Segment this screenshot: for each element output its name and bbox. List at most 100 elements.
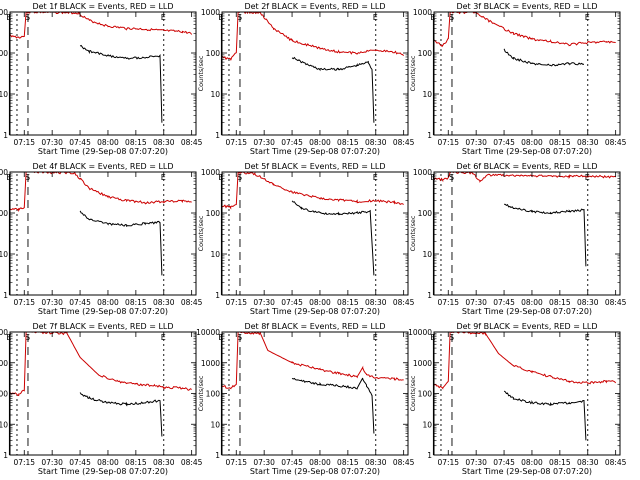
x-tick-label: 07:15 bbox=[225, 298, 247, 307]
lld-rate-line bbox=[222, 172, 404, 210]
marker-label: S bbox=[237, 13, 242, 22]
y-tick-label: 10 bbox=[0, 250, 8, 259]
x-tick-label: 08:00 bbox=[309, 298, 331, 307]
marker-label: E bbox=[218, 173, 223, 182]
x-tick-label: 08:15 bbox=[549, 458, 571, 467]
x-tick-label: 08:15 bbox=[549, 298, 571, 307]
x-axis-label: Start Time (29-Sep-08 07:07:20) bbox=[38, 467, 168, 476]
y-axis-label: Counts/sec bbox=[197, 55, 205, 91]
marker-label: E bbox=[373, 13, 378, 22]
y-tick-label: 10 bbox=[210, 90, 220, 99]
x-tick-label: 08:45 bbox=[393, 458, 415, 467]
y-tick-label: 10000 bbox=[408, 328, 432, 337]
marker-label: E bbox=[430, 13, 435, 22]
plot-title: Det 1f BLACK = Events, RED = LLD bbox=[32, 2, 173, 11]
y-tick-label: 1 bbox=[427, 131, 432, 140]
y-tick-label: 10000 bbox=[0, 328, 8, 337]
lld-rate-line bbox=[10, 12, 193, 39]
y-tick-label: 100 bbox=[418, 209, 433, 218]
y-tick-label: 1 bbox=[3, 291, 8, 300]
y-tick-label: 100 bbox=[418, 49, 433, 58]
x-tick-label: 08:30 bbox=[365, 458, 387, 467]
x-tick-label: 07:45 bbox=[69, 458, 91, 467]
x-tick-label: 07:45 bbox=[493, 298, 515, 307]
x-axis-label: Start Time (29-Sep-08 07:07:20) bbox=[250, 307, 380, 316]
marker-label: E bbox=[585, 333, 590, 342]
event-rate-line bbox=[79, 392, 163, 437]
x-tick-label: 08:30 bbox=[577, 458, 599, 467]
x-tick-label: 08:30 bbox=[577, 298, 599, 307]
x-tick-label: 08:15 bbox=[125, 138, 147, 147]
x-axis-label: Start Time (29-Sep-08 07:07:20) bbox=[462, 467, 592, 476]
y-tick-label: 1 bbox=[215, 131, 220, 140]
x-axis-label: Start Time (29-Sep-08 07:07:20) bbox=[462, 147, 592, 156]
lld-rate-line bbox=[222, 12, 405, 61]
x-tick-label: 08:15 bbox=[125, 458, 147, 467]
marker-label: S bbox=[449, 173, 454, 182]
x-tick-label: 07:30 bbox=[253, 298, 275, 307]
x-tick-label: 07:30 bbox=[253, 138, 275, 147]
x-tick-label: 07:30 bbox=[465, 458, 487, 467]
detector-plot: Det 6f BLACK = Events, RED = LLD E S E 1 10 10… bbox=[409, 162, 627, 316]
plot-frame bbox=[221, 11, 409, 136]
x-tick-label: 08:30 bbox=[153, 458, 175, 467]
plot-title: Det 3f BLACK = Events, RED = LLD bbox=[456, 2, 597, 11]
marker-label: S bbox=[449, 13, 454, 22]
plot-title: Det 7f BLACK = Events, RED = LLD bbox=[32, 322, 173, 331]
y-tick-label: 1 bbox=[3, 451, 8, 460]
x-tick-label: 08:30 bbox=[153, 298, 175, 307]
y-tick-label: 1000 bbox=[413, 359, 432, 368]
x-tick-label: 07:15 bbox=[225, 458, 247, 467]
plot-frame bbox=[9, 11, 197, 136]
x-tick-label: 08:15 bbox=[549, 138, 571, 147]
detector-plot: Det 8f BLACK = Events, RED = LLD E S E 1 10 10… bbox=[196, 322, 415, 476]
event-rate-line bbox=[79, 44, 163, 123]
marker-label: E bbox=[6, 333, 11, 342]
x-tick-label: 07:45 bbox=[69, 138, 91, 147]
y-tick-label: 10 bbox=[210, 420, 220, 429]
x-tick-label: 08:45 bbox=[181, 458, 203, 467]
event-rate-line bbox=[503, 48, 585, 67]
y-tick-label: 10 bbox=[422, 420, 432, 429]
plot-frame bbox=[221, 171, 409, 296]
x-tick-label: 08:45 bbox=[393, 298, 415, 307]
marker-label: S bbox=[237, 173, 242, 182]
event-rate-line bbox=[504, 203, 587, 267]
marker-label: S bbox=[237, 333, 242, 342]
y-tick-label: 1000 bbox=[201, 168, 220, 177]
y-tick-label: 1 bbox=[3, 131, 8, 140]
x-tick-label: 08:30 bbox=[577, 138, 599, 147]
plot-title: Det 9f BLACK = Events, RED = LLD bbox=[456, 322, 597, 331]
marker-label: E bbox=[161, 173, 166, 182]
x-tick-label: 07:45 bbox=[281, 458, 303, 467]
plot-title: Det 2f BLACK = Events, RED = LLD bbox=[244, 2, 385, 11]
x-tick-label: 08:45 bbox=[181, 298, 203, 307]
x-axis-label: Start Time (29-Sep-08 07:07:20) bbox=[38, 307, 168, 316]
event-rate-line bbox=[291, 200, 375, 276]
marker-label: E bbox=[585, 173, 590, 182]
x-tick-label: 08:15 bbox=[337, 138, 359, 147]
y-tick-label: 10000 bbox=[196, 328, 220, 337]
plot-frame bbox=[221, 331, 409, 456]
x-tick-label: 07:15 bbox=[437, 298, 459, 307]
marker-label: E bbox=[161, 333, 166, 342]
x-tick-label: 07:45 bbox=[69, 298, 91, 307]
marker-label: E bbox=[218, 13, 223, 22]
lld-rate-line bbox=[434, 12, 616, 48]
y-axis-label: Counts/sec bbox=[197, 375, 205, 411]
x-tick-label: 08:00 bbox=[97, 458, 119, 467]
detector-plot: Det 7f BLACK = Events, RED = LLD E S E 1 10 10… bbox=[0, 322, 203, 476]
x-tick-label: 08:45 bbox=[605, 138, 627, 147]
x-tick-label: 08:15 bbox=[337, 458, 359, 467]
y-tick-label: 1 bbox=[427, 451, 432, 460]
x-tick-label: 07:45 bbox=[493, 138, 515, 147]
y-tick-label: 1 bbox=[215, 291, 220, 300]
x-tick-label: 08:45 bbox=[605, 458, 627, 467]
marker-label: E bbox=[430, 173, 435, 182]
plot-title: Det 6f BLACK = Events, RED = LLD bbox=[456, 162, 597, 171]
y-tick-label: 1000 bbox=[0, 168, 8, 177]
x-tick-label: 07:15 bbox=[13, 458, 35, 467]
y-tick-label: 100 bbox=[206, 49, 221, 58]
x-tick-label: 07:45 bbox=[493, 458, 515, 467]
event-rate-line bbox=[79, 210, 163, 276]
